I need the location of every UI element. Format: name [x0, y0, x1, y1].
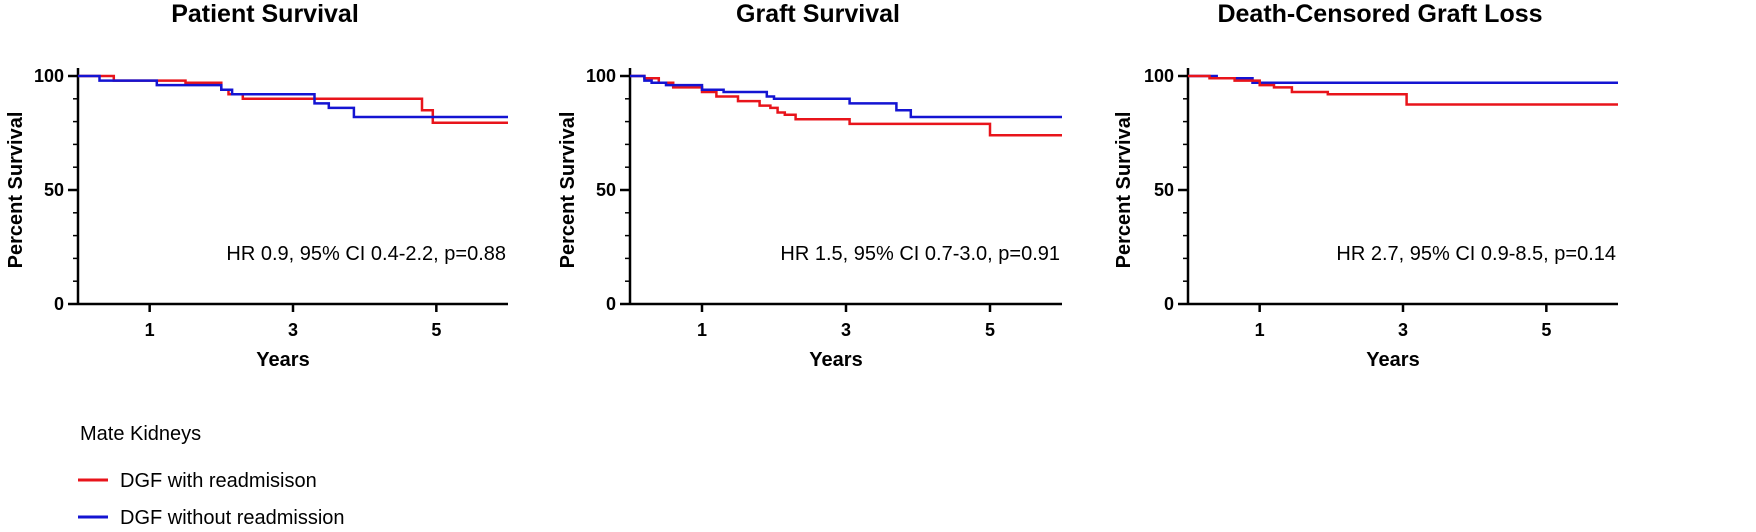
chart-panel-3: Death-Censored Graft Loss 0 50 100 1 3 5 Years P… — [1113, 0, 1618, 371]
legend-label-with-readmission: DGF with readmisison — [120, 470, 317, 492]
y-tick-label: 50 — [1154, 180, 1174, 200]
chart-panel-2: Graft Survival 0 50 100 1 3 5 Years Percent Surv… — [557, 0, 1062, 371]
hazard-ratio-annotation: HR 1.5, 95% CI 0.7-3.0, p=0.91 — [780, 243, 1060, 265]
y-tick-label: 0 — [606, 294, 616, 314]
y-tick-label: 100 — [586, 66, 616, 86]
y-axis-label: Percent Survival — [1113, 112, 1135, 269]
y-tick-label: 50 — [596, 180, 616, 200]
y-tick-label: 0 — [1164, 294, 1174, 314]
series-line-2 — [78, 74, 508, 119]
x-tick-label: 3 — [1398, 320, 1408, 340]
series-line-2 — [630, 74, 1062, 119]
y-axis-label: Percent Survival — [557, 112, 579, 269]
series-line-2 — [1188, 74, 1618, 106]
panel-title: Patient Survival — [171, 0, 359, 28]
hazard-ratio-annotation: HR 0.9, 95% CI 0.4-2.2, p=0.88 — [226, 243, 506, 265]
legend: Mate Kidneys DGF with readmisison DGF wi… — [78, 423, 345, 529]
x-tick-label: 1 — [1255, 320, 1265, 340]
x-axis-label: Years — [809, 349, 862, 371]
legend-title: Mate Kidneys — [80, 423, 201, 445]
panel-title: Death-Censored Graft Loss — [1217, 0, 1542, 28]
x-tick-label: 1 — [697, 320, 707, 340]
x-tick-label: 1 — [145, 320, 155, 340]
x-tick-label: 3 — [288, 320, 298, 340]
y-axis-label: Percent Survival — [5, 112, 27, 269]
chart-panel-1: Patient Survival 0 50 100 1 3 5 Years Percent Su… — [5, 0, 508, 371]
x-tick-label: 5 — [985, 320, 995, 340]
x-axis-label: Years — [256, 349, 309, 371]
hazard-ratio-annotation: HR 2.7, 95% CI 0.9-8.5, p=0.14 — [1336, 243, 1616, 265]
x-tick-label: 3 — [841, 320, 851, 340]
legend-label-without-readmission: DGF without readmission — [120, 507, 345, 529]
series-line-1 — [78, 74, 508, 124]
y-tick-label: 0 — [54, 294, 64, 314]
panel-title: Graft Survival — [736, 0, 900, 28]
x-tick-label: 5 — [1541, 320, 1551, 340]
y-tick-label: 100 — [1144, 66, 1174, 86]
x-tick-label: 5 — [431, 320, 441, 340]
y-tick-label: 100 — [34, 66, 64, 86]
x-axis-label: Years — [1366, 349, 1419, 371]
y-tick-label: 50 — [44, 180, 64, 200]
